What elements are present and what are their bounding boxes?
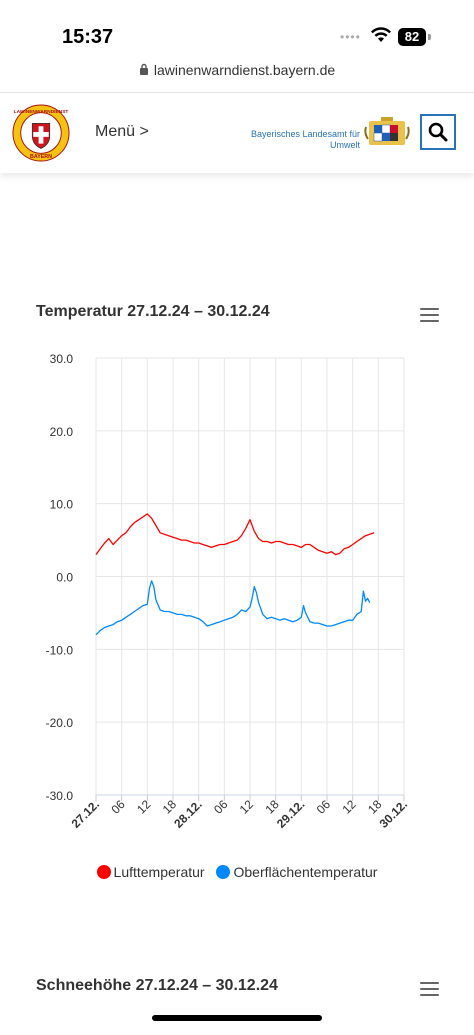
legend-item-surface[interactable]: Oberflächentemperatur (216, 864, 377, 880)
x-tick-label: 12 (134, 797, 154, 817)
chart-menu-icon[interactable] (420, 308, 439, 326)
legend-item-air[interactable]: Lufttemperatur (96, 864, 205, 880)
wifi-icon (371, 27, 391, 42)
status-bar: 15:37 •••• 82 (0, 0, 474, 60)
menu-button[interactable]: Menü > (95, 123, 149, 140)
logo-sub: BAYERN (30, 154, 52, 160)
chart-title-temperature: Temperatur 27.12.24 – 30.12.24 (36, 303, 270, 320)
y-tick-label: 10.0 (50, 498, 74, 512)
home-indicator (152, 1015, 322, 1021)
temperature-chart: 30.020.010.00.0-10.0-20.0-30.027.12. 06 12… (46, 352, 410, 831)
battery-tip (428, 34, 431, 40)
signal-icon: •••• (340, 30, 361, 44)
logo-text: LAWINENWARNDIENST (14, 109, 69, 115)
x-tick-label: 12 (237, 797, 257, 817)
legend-label-surface: Oberflächentemperatur (233, 864, 378, 880)
agency-name[interactable]: Bayerisches Landesamt für Umwelt (236, 129, 360, 151)
search-button[interactable] (420, 114, 456, 150)
agency-line1: Bayerisches Landesamt für (250, 129, 360, 139)
x-tick-label: 12 (339, 797, 359, 817)
search-icon (428, 122, 448, 142)
x-tick-label: 06 (314, 797, 334, 817)
x-tick-label: 18 (365, 797, 385, 817)
x-tick-label: 18 (160, 797, 180, 817)
x-tick-label: 30.12. (377, 797, 410, 830)
chart-title-snow: Schneehöhe 27.12.24 – 30.12.24 (36, 977, 278, 994)
x-tick-label: 27.12. (69, 797, 102, 830)
series-line-lufttemperatur (95, 513, 375, 556)
bavaria-crest-icon[interactable] (364, 117, 410, 147)
chart-legend: Lufttemperatur Oberflächentemperatur (0, 864, 474, 880)
legend-dot-surface (216, 865, 231, 879)
x-tick-label: 28.12. (171, 797, 204, 830)
y-tick-label: -30.0 (46, 789, 74, 803)
agency-line2: Umwelt (329, 140, 360, 150)
x-tick-label: 18 (262, 797, 282, 817)
battery-icon: 82 (398, 28, 426, 46)
url-text: lawinenwarndienst.bayern.de (153, 62, 336, 78)
x-tick-label: 06 (108, 797, 128, 817)
legend-label-air: Lufttemperatur (113, 864, 205, 880)
y-tick-label: 30.0 (50, 352, 74, 366)
y-tick-label: -10.0 (46, 643, 74, 657)
chart-menu-icon-2[interactable] (420, 982, 439, 1000)
address-bar[interactable]: lawinenwarndienst.bayern.de (0, 62, 474, 90)
x-tick-label: 06 (211, 797, 231, 817)
legend-dot-air (96, 865, 111, 879)
site-header: LAWINENWARNDIENST BAYERN Menü > Bayerisc… (0, 92, 474, 173)
y-tick-label: 20.0 (50, 425, 74, 439)
series-line-oberflaechentemperatur (95, 580, 371, 636)
y-tick-label: -20.0 (46, 716, 74, 730)
lawinenwarndienst-logo[interactable]: LAWINENWARNDIENST BAYERN (12, 104, 70, 162)
lock-icon (139, 62, 149, 78)
y-tick-label: 0.0 (56, 571, 73, 585)
status-time: 15:37 (62, 26, 114, 48)
x-tick-label: 29.12. (274, 797, 307, 830)
